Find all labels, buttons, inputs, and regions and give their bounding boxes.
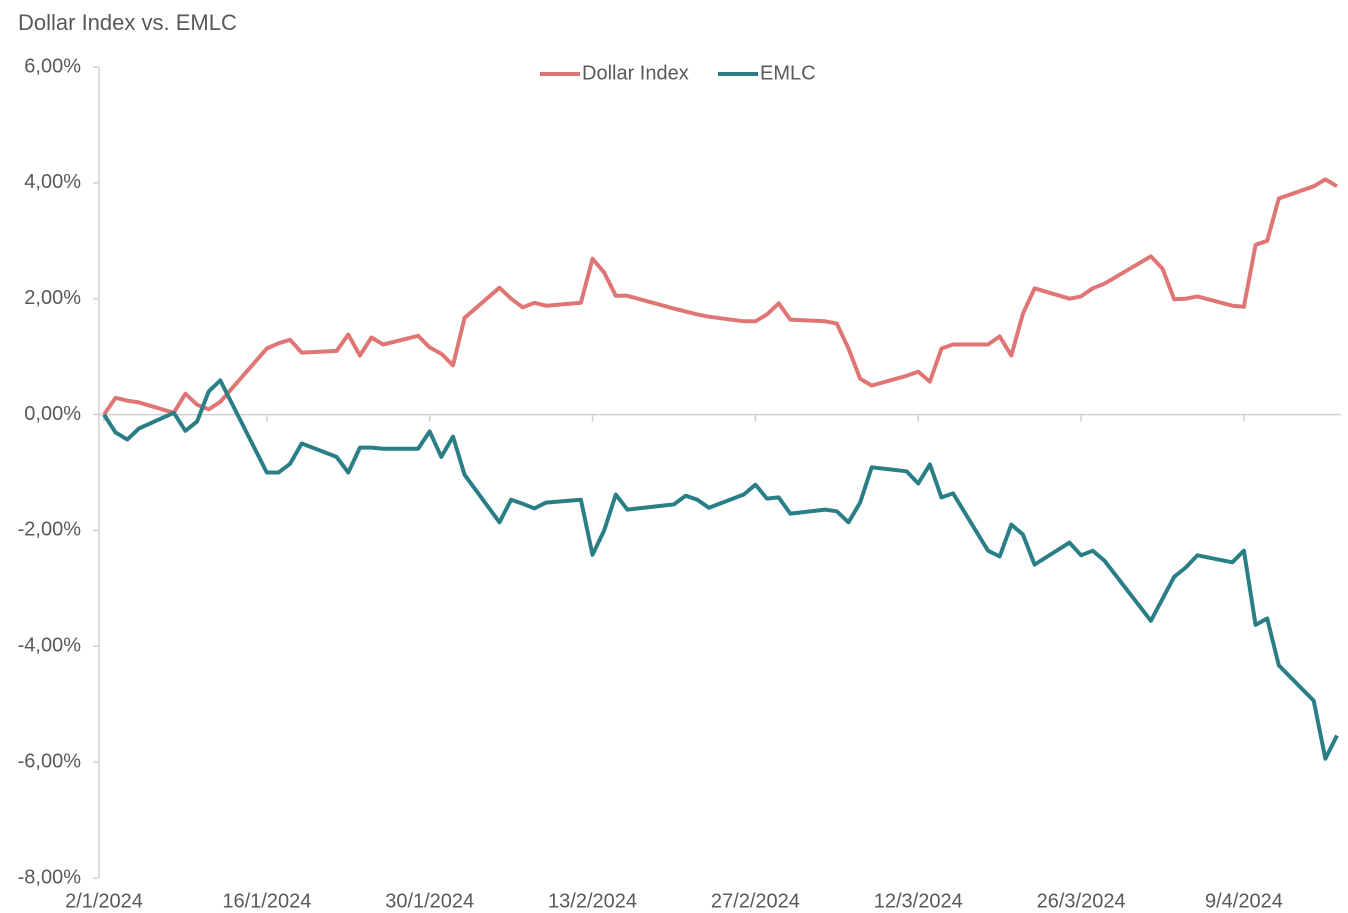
y-tick-label: -8,00%	[18, 866, 82, 888]
y-tick-label: 2,00%	[24, 287, 81, 309]
chart-title: Dollar Index vs. EMLC	[18, 10, 237, 35]
x-tick-label: 16/1/2024	[222, 890, 311, 912]
y-tick-label: 6,00%	[24, 55, 81, 77]
legend-label: Dollar Index	[582, 62, 689, 84]
y-tick-label: -6,00%	[18, 750, 82, 772]
y-tick-label: -4,00%	[18, 635, 82, 657]
y-tick-label: -2,00%	[18, 519, 82, 541]
x-tick-label: 26/3/2024	[1037, 890, 1126, 912]
series-line	[102, 177, 1339, 416]
series-line	[102, 378, 1339, 761]
legend-label: EMLC	[760, 62, 816, 84]
x-tick-label: 13/2/2024	[548, 890, 637, 912]
x-tick-label: 9/4/2024	[1205, 890, 1283, 912]
y-tick-label: 4,00%	[24, 171, 81, 193]
x-tick-label: 27/2/2024	[711, 890, 800, 912]
y-tick-label: 0,00%	[24, 403, 81, 425]
x-tick-label: 30/1/2024	[385, 890, 474, 912]
x-tick-label: 2/1/2024	[65, 890, 143, 912]
x-tick-label: 12/3/2024	[874, 890, 963, 912]
